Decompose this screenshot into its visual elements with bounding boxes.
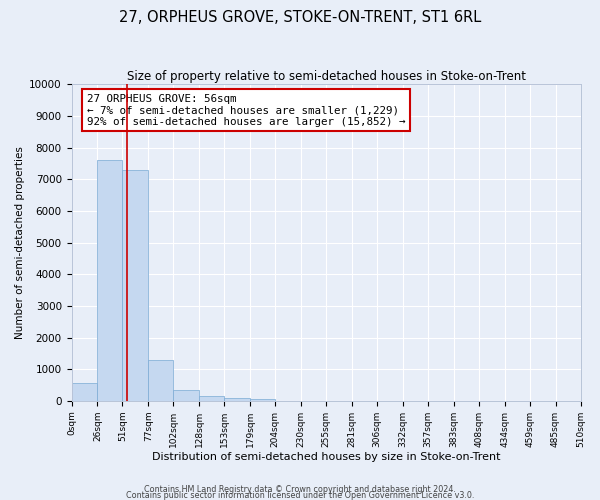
Bar — [122, 170, 148, 401]
Bar — [173, 390, 199, 401]
Bar — [224, 398, 250, 401]
Y-axis label: Number of semi-detached properties: Number of semi-detached properties — [15, 146, 25, 339]
Bar — [71, 384, 97, 401]
Bar — [148, 360, 173, 401]
Title: Size of property relative to semi-detached houses in Stoke-on-Trent: Size of property relative to semi-detach… — [127, 70, 526, 83]
Bar — [199, 396, 224, 401]
Text: 27, ORPHEUS GROVE, STOKE-ON-TRENT, ST1 6RL: 27, ORPHEUS GROVE, STOKE-ON-TRENT, ST1 6… — [119, 10, 481, 25]
X-axis label: Distribution of semi-detached houses by size in Stoke-on-Trent: Distribution of semi-detached houses by … — [152, 452, 500, 462]
Text: Contains public sector information licensed under the Open Government Licence v3: Contains public sector information licen… — [126, 490, 474, 500]
Text: 27 ORPHEUS GROVE: 56sqm
← 7% of semi-detached houses are smaller (1,229)
92% of : 27 ORPHEUS GROVE: 56sqm ← 7% of semi-det… — [87, 94, 405, 127]
Text: Contains HM Land Registry data © Crown copyright and database right 2024.: Contains HM Land Registry data © Crown c… — [144, 484, 456, 494]
Bar — [250, 398, 275, 401]
Bar — [97, 160, 122, 401]
